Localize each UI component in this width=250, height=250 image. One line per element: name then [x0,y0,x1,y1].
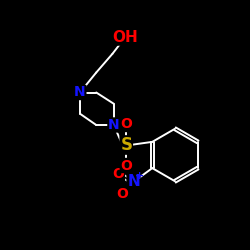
Text: S: S [120,136,132,154]
Text: O: O [116,188,128,202]
Text: N: N [108,118,120,132]
Text: +: + [134,172,144,181]
Text: OH: OH [112,30,138,45]
Text: O: O [120,118,132,132]
Text: O: O [112,168,124,181]
Text: O: O [120,158,132,172]
Text: N: N [74,86,86,100]
Text: N: N [127,174,140,190]
